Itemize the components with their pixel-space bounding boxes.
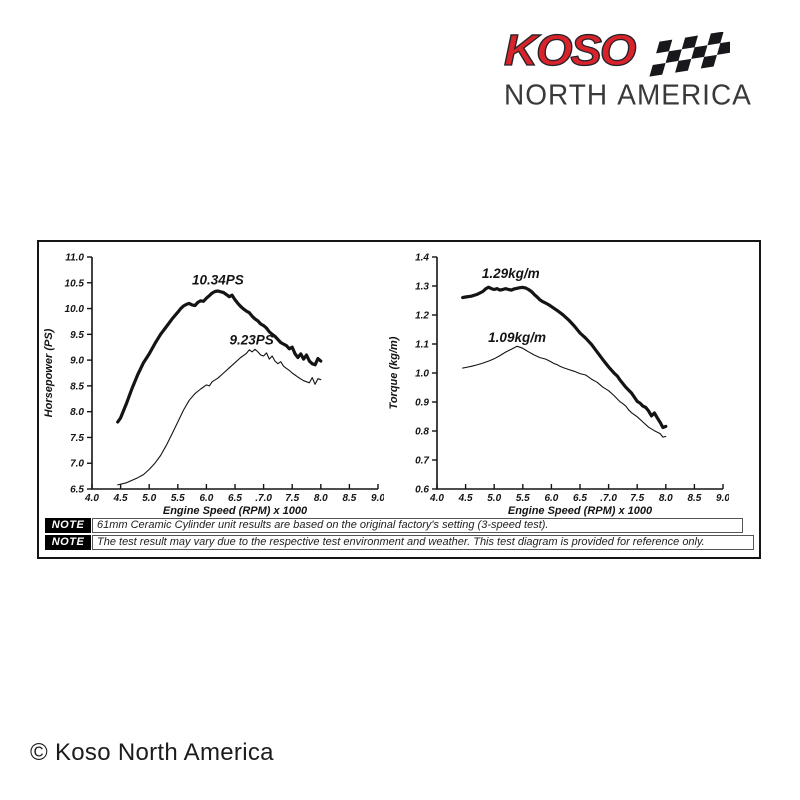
svg-text:6.5: 6.5 — [70, 485, 84, 496]
notes-section: NOTE 61mm Ceramic Cylinder unit results … — [45, 518, 755, 550]
svg-text:Engine Speed (RPM) x 1000: Engine Speed (RPM) x 1000 — [163, 505, 308, 517]
svg-text:11.0: 11.0 — [65, 253, 84, 264]
svg-text:0.8: 0.8 — [415, 427, 429, 438]
note-text: 61mm Ceramic Cylinder unit results are b… — [92, 518, 743, 533]
svg-text:9.0: 9.0 — [70, 356, 84, 367]
svg-text:8.5: 8.5 — [70, 381, 84, 392]
svg-text:1.3: 1.3 — [415, 282, 429, 293]
svg-text:.7.0: .7.0 — [600, 493, 617, 504]
svg-text:8.5: 8.5 — [687, 493, 701, 504]
torque-chart: 0.6 0.7 0.8 0.9 1.0 1.1 1.2 1.3 1.4 4.0 4.5 5.0 5.5 6… — [388, 253, 729, 518]
svg-text:7.5: 7.5 — [630, 493, 644, 504]
svg-text:5.5: 5.5 — [171, 493, 185, 504]
note-badge: NOTE — [45, 518, 91, 533]
svg-text:6.5: 6.5 — [573, 493, 587, 504]
note-text: The test result may vary due to the resp… — [92, 535, 754, 550]
svg-text:10.0: 10.0 — [65, 304, 85, 315]
svg-text:6.0: 6.0 — [199, 493, 213, 504]
svg-text:9.23PS: 9.23PS — [229, 333, 273, 348]
svg-text:6.0: 6.0 — [544, 493, 558, 504]
svg-text:1.4: 1.4 — [415, 253, 429, 264]
copyright-text: © Koso North America — [30, 739, 274, 766]
svg-text:6.5: 6.5 — [228, 493, 242, 504]
svg-text:1.2: 1.2 — [415, 311, 429, 322]
svg-text:1.0: 1.0 — [415, 369, 429, 380]
svg-text:7.0: 7.0 — [70, 459, 84, 470]
svg-text:9.0: 9.0 — [371, 493, 384, 504]
svg-text:0.9: 0.9 — [415, 398, 429, 409]
svg-text:8.5: 8.5 — [342, 493, 356, 504]
svg-text:Torque (kg/m): Torque (kg/m) — [388, 336, 400, 409]
svg-text:0.6: 0.6 — [415, 485, 429, 496]
svg-text:1.29kg/m: 1.29kg/m — [482, 266, 540, 281]
svg-text:Horsepower (PS): Horsepower (PS) — [43, 328, 55, 417]
note-row: NOTE The test result may vary due to the… — [45, 535, 755, 550]
svg-text:5.5: 5.5 — [516, 493, 530, 504]
horsepower-chart: 6.5 7.0 7.5 8.0 8.5 9.0 9.5 10.0 10.5 11.0 4.0 4.5 5… — [43, 253, 384, 518]
svg-text:8.0: 8.0 — [70, 407, 84, 418]
svg-text:7.5: 7.5 — [70, 433, 84, 444]
svg-text:4.5: 4.5 — [113, 493, 128, 504]
svg-text:9.5: 9.5 — [70, 330, 84, 341]
svg-text:4.0: 4.0 — [429, 493, 444, 504]
svg-text:8.0: 8.0 — [659, 493, 673, 504]
logo-region-text: NORTH AMERICA — [504, 78, 752, 111]
koso-logo: KOSO NORTH AMERICA — [503, 25, 770, 111]
svg-text:5.0: 5.0 — [487, 493, 501, 504]
note-badge: NOTE — [45, 535, 91, 550]
checkered-flag-icon — [638, 31, 734, 85]
note-row: NOTE 61mm Ceramic Cylinder unit results … — [45, 518, 755, 533]
koso-brand-text: KOSO — [503, 25, 637, 75]
svg-text:Engine Speed (RPM) x 1000: Engine Speed (RPM) x 1000 — [508, 505, 653, 517]
svg-text:9.0: 9.0 — [716, 493, 729, 504]
svg-text:.7.0: .7.0 — [255, 493, 272, 504]
dyno-test-diagram: 6.5 7.0 7.5 8.0 8.5 9.0 9.5 10.0 10.5 11.0 4.0 4.5 5… — [37, 240, 761, 559]
svg-text:7.5: 7.5 — [285, 493, 299, 504]
svg-text:1.09kg/m: 1.09kg/m — [488, 330, 546, 345]
svg-text:0.7: 0.7 — [415, 456, 429, 467]
svg-text:10.5: 10.5 — [65, 278, 85, 289]
svg-text:4.0: 4.0 — [84, 493, 99, 504]
svg-text:10.34PS: 10.34PS — [192, 272, 244, 287]
svg-text:5.0: 5.0 — [142, 493, 156, 504]
svg-text:8.0: 8.0 — [314, 493, 328, 504]
svg-text:1.1: 1.1 — [415, 340, 429, 351]
svg-text:4.5: 4.5 — [458, 493, 473, 504]
